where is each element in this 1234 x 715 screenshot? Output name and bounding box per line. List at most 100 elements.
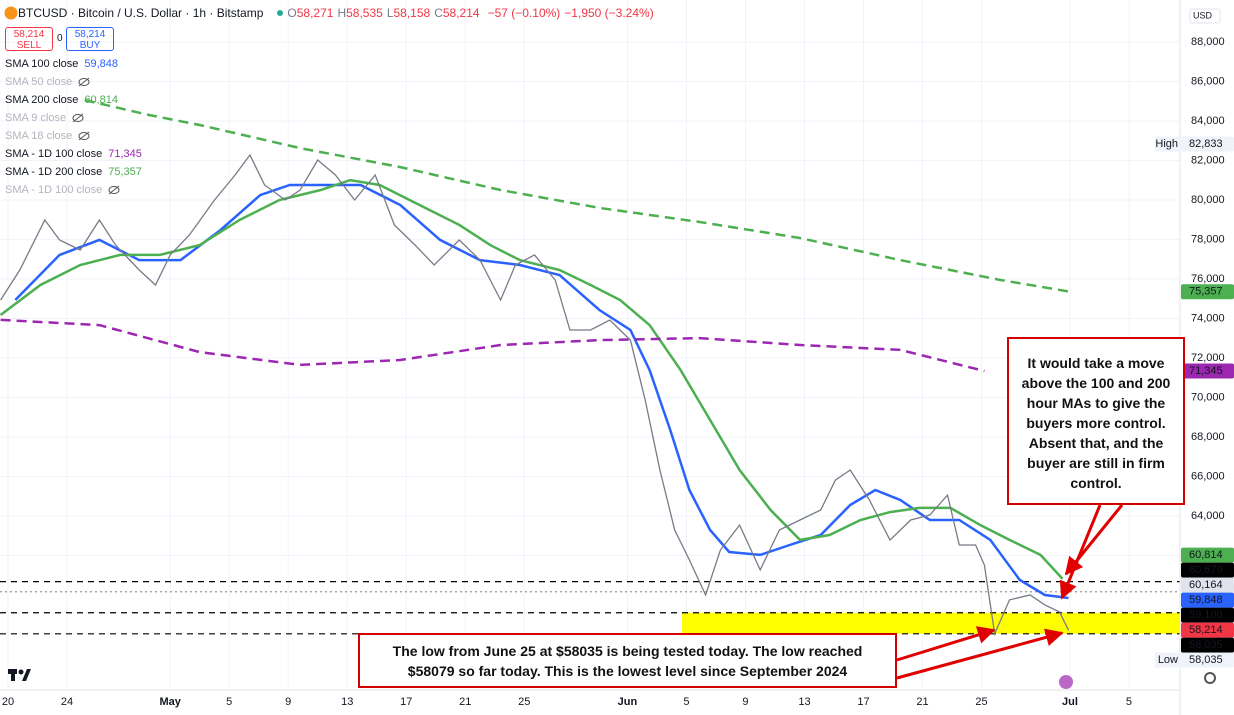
legend-item: SMA 18 close — [5, 127, 148, 145]
x-tick-label: 21 — [916, 696, 928, 708]
x-tick-label: 20 — [2, 696, 14, 708]
ohlc-key: C — [434, 6, 443, 20]
x-tick-label: 9 — [285, 696, 291, 708]
price-tag-label: 71,345 — [1189, 365, 1223, 377]
price-tag-label: 82,833 — [1189, 138, 1223, 150]
y-tick-label: 82,000 — [1191, 154, 1225, 166]
sma-line — [14, 183, 1069, 600]
change-total: −1,950 (−3.24%) — [564, 6, 654, 20]
x-tick-label: Jul — [1062, 696, 1078, 708]
legend-value: 71,345 — [108, 148, 142, 160]
legend-name: SMA 100 close — [5, 58, 79, 70]
y-tick-label: 76,000 — [1191, 273, 1225, 285]
axes: 88,000 86,000 84,000 82,000 80,000 78,000 76,0… — [2, 36, 1234, 708]
sma-line — [0, 318, 985, 373]
y-tick-label: 74,000 — [1191, 312, 1225, 324]
ohlc-key: L — [386, 6, 394, 20]
legend-value: 60,814 — [84, 94, 119, 106]
arrow — [1059, 504, 1102, 600]
price-tag — [1181, 562, 1234, 578]
legend-item: SMA 50 close — [5, 73, 148, 91]
legend-item: SMA 9 close — [5, 109, 148, 127]
spread: 0 — [57, 33, 63, 44]
x-tick-label: Jun — [618, 696, 638, 708]
logo — [8, 669, 31, 681]
price-tag-label: 58,035 — [1189, 654, 1223, 666]
y-tick-label: 86,000 — [1191, 75, 1225, 87]
hidden-icon[interactable] — [108, 185, 120, 195]
y-tick-label: 80,000 — [1191, 194, 1225, 206]
btc-icon — [4, 6, 18, 20]
y-tick-label: 84,000 — [1191, 115, 1225, 127]
sma-line — [84, 98, 1071, 293]
ohlc-value: 58,271 — [296, 6, 334, 20]
ohlc-value: 58,535 — [346, 6, 383, 20]
currency-select[interactable] — [1189, 8, 1221, 24]
hidden-icon[interactable] — [72, 113, 84, 123]
legend-name: SMA - 1D 200 close — [5, 166, 103, 178]
x-tick-label: 5 — [226, 696, 232, 708]
hidden-icon[interactable] — [78, 77, 90, 87]
ohlc-value: 58,214 — [442, 6, 480, 20]
x-tick-label: 5 — [1126, 696, 1132, 708]
status-dot — [277, 10, 284, 16]
sell-price: 58,214 — [13, 29, 45, 40]
price-tag-label: 58,214 — [1189, 624, 1223, 636]
price-tag — [1181, 363, 1234, 379]
legend-item: SMA - 1D 200 close 75,357 — [5, 163, 148, 181]
price-tag — [1181, 284, 1234, 300]
price-tag-label: 59,848 — [1189, 594, 1223, 606]
x-tick-label: 24 — [61, 696, 73, 708]
x-tick-label: 9 — [742, 696, 748, 708]
legend-value: 59,848 — [84, 58, 119, 70]
price-tag — [1181, 637, 1234, 653]
x-tick-label: May — [160, 696, 182, 708]
y-tick-label: 66,000 — [1191, 470, 1225, 482]
settings-icon[interactable] — [1204, 672, 1216, 684]
annotation: The low from June 25 at $58035 is being … — [358, 633, 897, 688]
legend-name: SMA - 1D 100 close — [5, 184, 103, 196]
currency: USD — [1193, 10, 1213, 20]
event-icon — [1059, 675, 1073, 689]
y-tick-label: 78,000 — [1191, 233, 1225, 245]
price-tag-caption-bg — [1155, 652, 1181, 668]
legend-item: SMA 200 close 60,814 — [5, 91, 148, 109]
sell-label: SELL — [16, 40, 42, 51]
legend-item: SMA 100 close 59,848 — [5, 55, 148, 73]
x-tick-label: 13 — [341, 696, 353, 708]
price-tag — [1181, 622, 1234, 638]
annotation: It would take a move above the 100 and 2… — [1007, 337, 1185, 505]
legend-value: 75,357 — [108, 166, 142, 178]
support-zone — [682, 612, 1180, 634]
ohlc-key: O — [287, 6, 297, 20]
price-tag — [1181, 592, 1234, 608]
price-tag-label: 58,035 — [1189, 639, 1223, 651]
change: −57 (−0.10%) — [487, 6, 561, 20]
legend-name: SMA 9 close — [5, 112, 67, 124]
sell-button[interactable]: 58,214 SELL — [5, 27, 53, 51]
x-tick-label: 17 — [400, 696, 412, 708]
x-tick-label: 25 — [975, 696, 987, 708]
legend-name: SMA 18 close — [5, 130, 73, 142]
ohlc-key: H — [337, 6, 347, 20]
plot-area — [0, 98, 1180, 637]
legend: SMA 100 close 59,848 SMA 50 close SMA 200 c… — [5, 55, 148, 199]
price-tag-label: 59,100 — [1189, 609, 1223, 621]
price-line — [0, 153, 1070, 637]
legend-name: SMA 200 close — [5, 94, 79, 106]
price-tag-label: 75,357 — [1189, 286, 1223, 298]
buy-label: BUY — [79, 40, 101, 51]
sma-line — [0, 178, 1064, 580]
price-tag — [1181, 607, 1234, 623]
grid — [0, 0, 1180, 690]
x-tick-label: 5 — [683, 696, 689, 708]
symbol-header: BTCUSD · Bitcoin / U.S. Dollar · 1h · Bi… — [4, 6, 658, 20]
price-tag-caption-bg — [1155, 136, 1181, 152]
y-tick-label: 88,000 — [1191, 36, 1225, 48]
y-tick-label: 70,000 — [1191, 391, 1225, 403]
buy-button[interactable]: 58,214 BUY — [66, 27, 114, 51]
hidden-icon[interactable] — [78, 131, 90, 141]
x-tick-label: 13 — [798, 696, 810, 708]
y-tick-label: 72,000 — [1191, 352, 1225, 364]
